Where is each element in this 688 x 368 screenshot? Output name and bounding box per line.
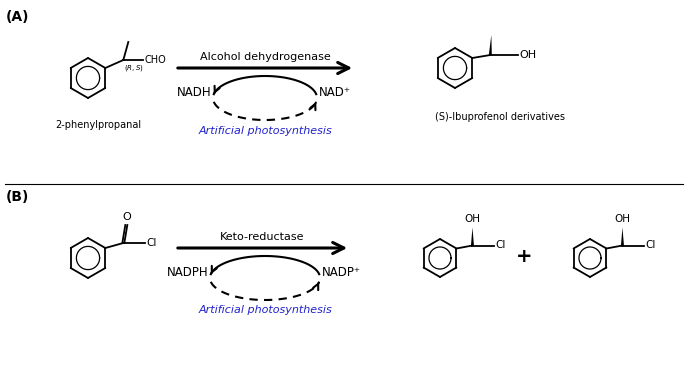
Polygon shape xyxy=(621,227,624,245)
Text: Artificial photosynthesis: Artificial photosynthesis xyxy=(198,305,332,315)
Text: (B): (B) xyxy=(6,190,30,204)
Text: Keto-reductase: Keto-reductase xyxy=(219,232,304,242)
Text: +: + xyxy=(516,247,533,265)
Text: NADH: NADH xyxy=(176,86,211,99)
Text: 2-phenylpropanal: 2-phenylpropanal xyxy=(55,120,141,130)
Text: O: O xyxy=(122,212,131,222)
Text: OH: OH xyxy=(614,215,630,224)
Polygon shape xyxy=(488,35,492,55)
Text: (A): (A) xyxy=(6,10,30,24)
Text: (S)-Ibuprofenol derivatives: (S)-Ibuprofenol derivatives xyxy=(435,112,565,122)
Text: Artificial photosynthesis: Artificial photosynthesis xyxy=(198,126,332,136)
Text: NADP⁺: NADP⁺ xyxy=(322,266,361,280)
Text: Alcohol dehydrogenase: Alcohol dehydrogenase xyxy=(200,52,330,62)
Text: OH: OH xyxy=(464,215,480,224)
Text: NADPH: NADPH xyxy=(166,266,208,280)
Text: Cl: Cl xyxy=(147,238,157,248)
Text: NAD⁺: NAD⁺ xyxy=(319,86,351,99)
Text: CHO: CHO xyxy=(144,55,166,65)
Text: $(R, S)$: $(R, S)$ xyxy=(125,63,144,73)
Polygon shape xyxy=(471,227,474,245)
Text: OH: OH xyxy=(519,50,537,60)
Text: Cl: Cl xyxy=(645,241,656,251)
Text: Cl: Cl xyxy=(495,241,506,251)
